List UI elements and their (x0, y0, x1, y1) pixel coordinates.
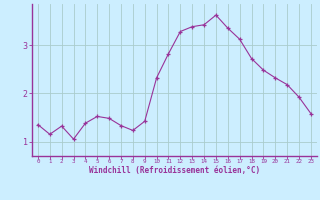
X-axis label: Windchill (Refroidissement éolien,°C): Windchill (Refroidissement éolien,°C) (89, 166, 260, 175)
